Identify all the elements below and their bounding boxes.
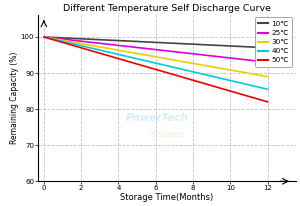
Text: PowerTech: PowerTech xyxy=(125,113,188,123)
Y-axis label: Remaining Capacity (%): Remaining Capacity (%) xyxy=(10,52,19,144)
Text: systems: systems xyxy=(150,130,184,139)
Legend: 10℃, 25℃, 30℃, 40℃, 50℃: 10℃, 25℃, 30℃, 40℃, 50℃ xyxy=(255,17,292,67)
Title: Different Temperature Self Discharge Curve: Different Temperature Self Discharge Cur… xyxy=(63,4,271,13)
X-axis label: Storage Time(Months): Storage Time(Months) xyxy=(120,193,214,202)
